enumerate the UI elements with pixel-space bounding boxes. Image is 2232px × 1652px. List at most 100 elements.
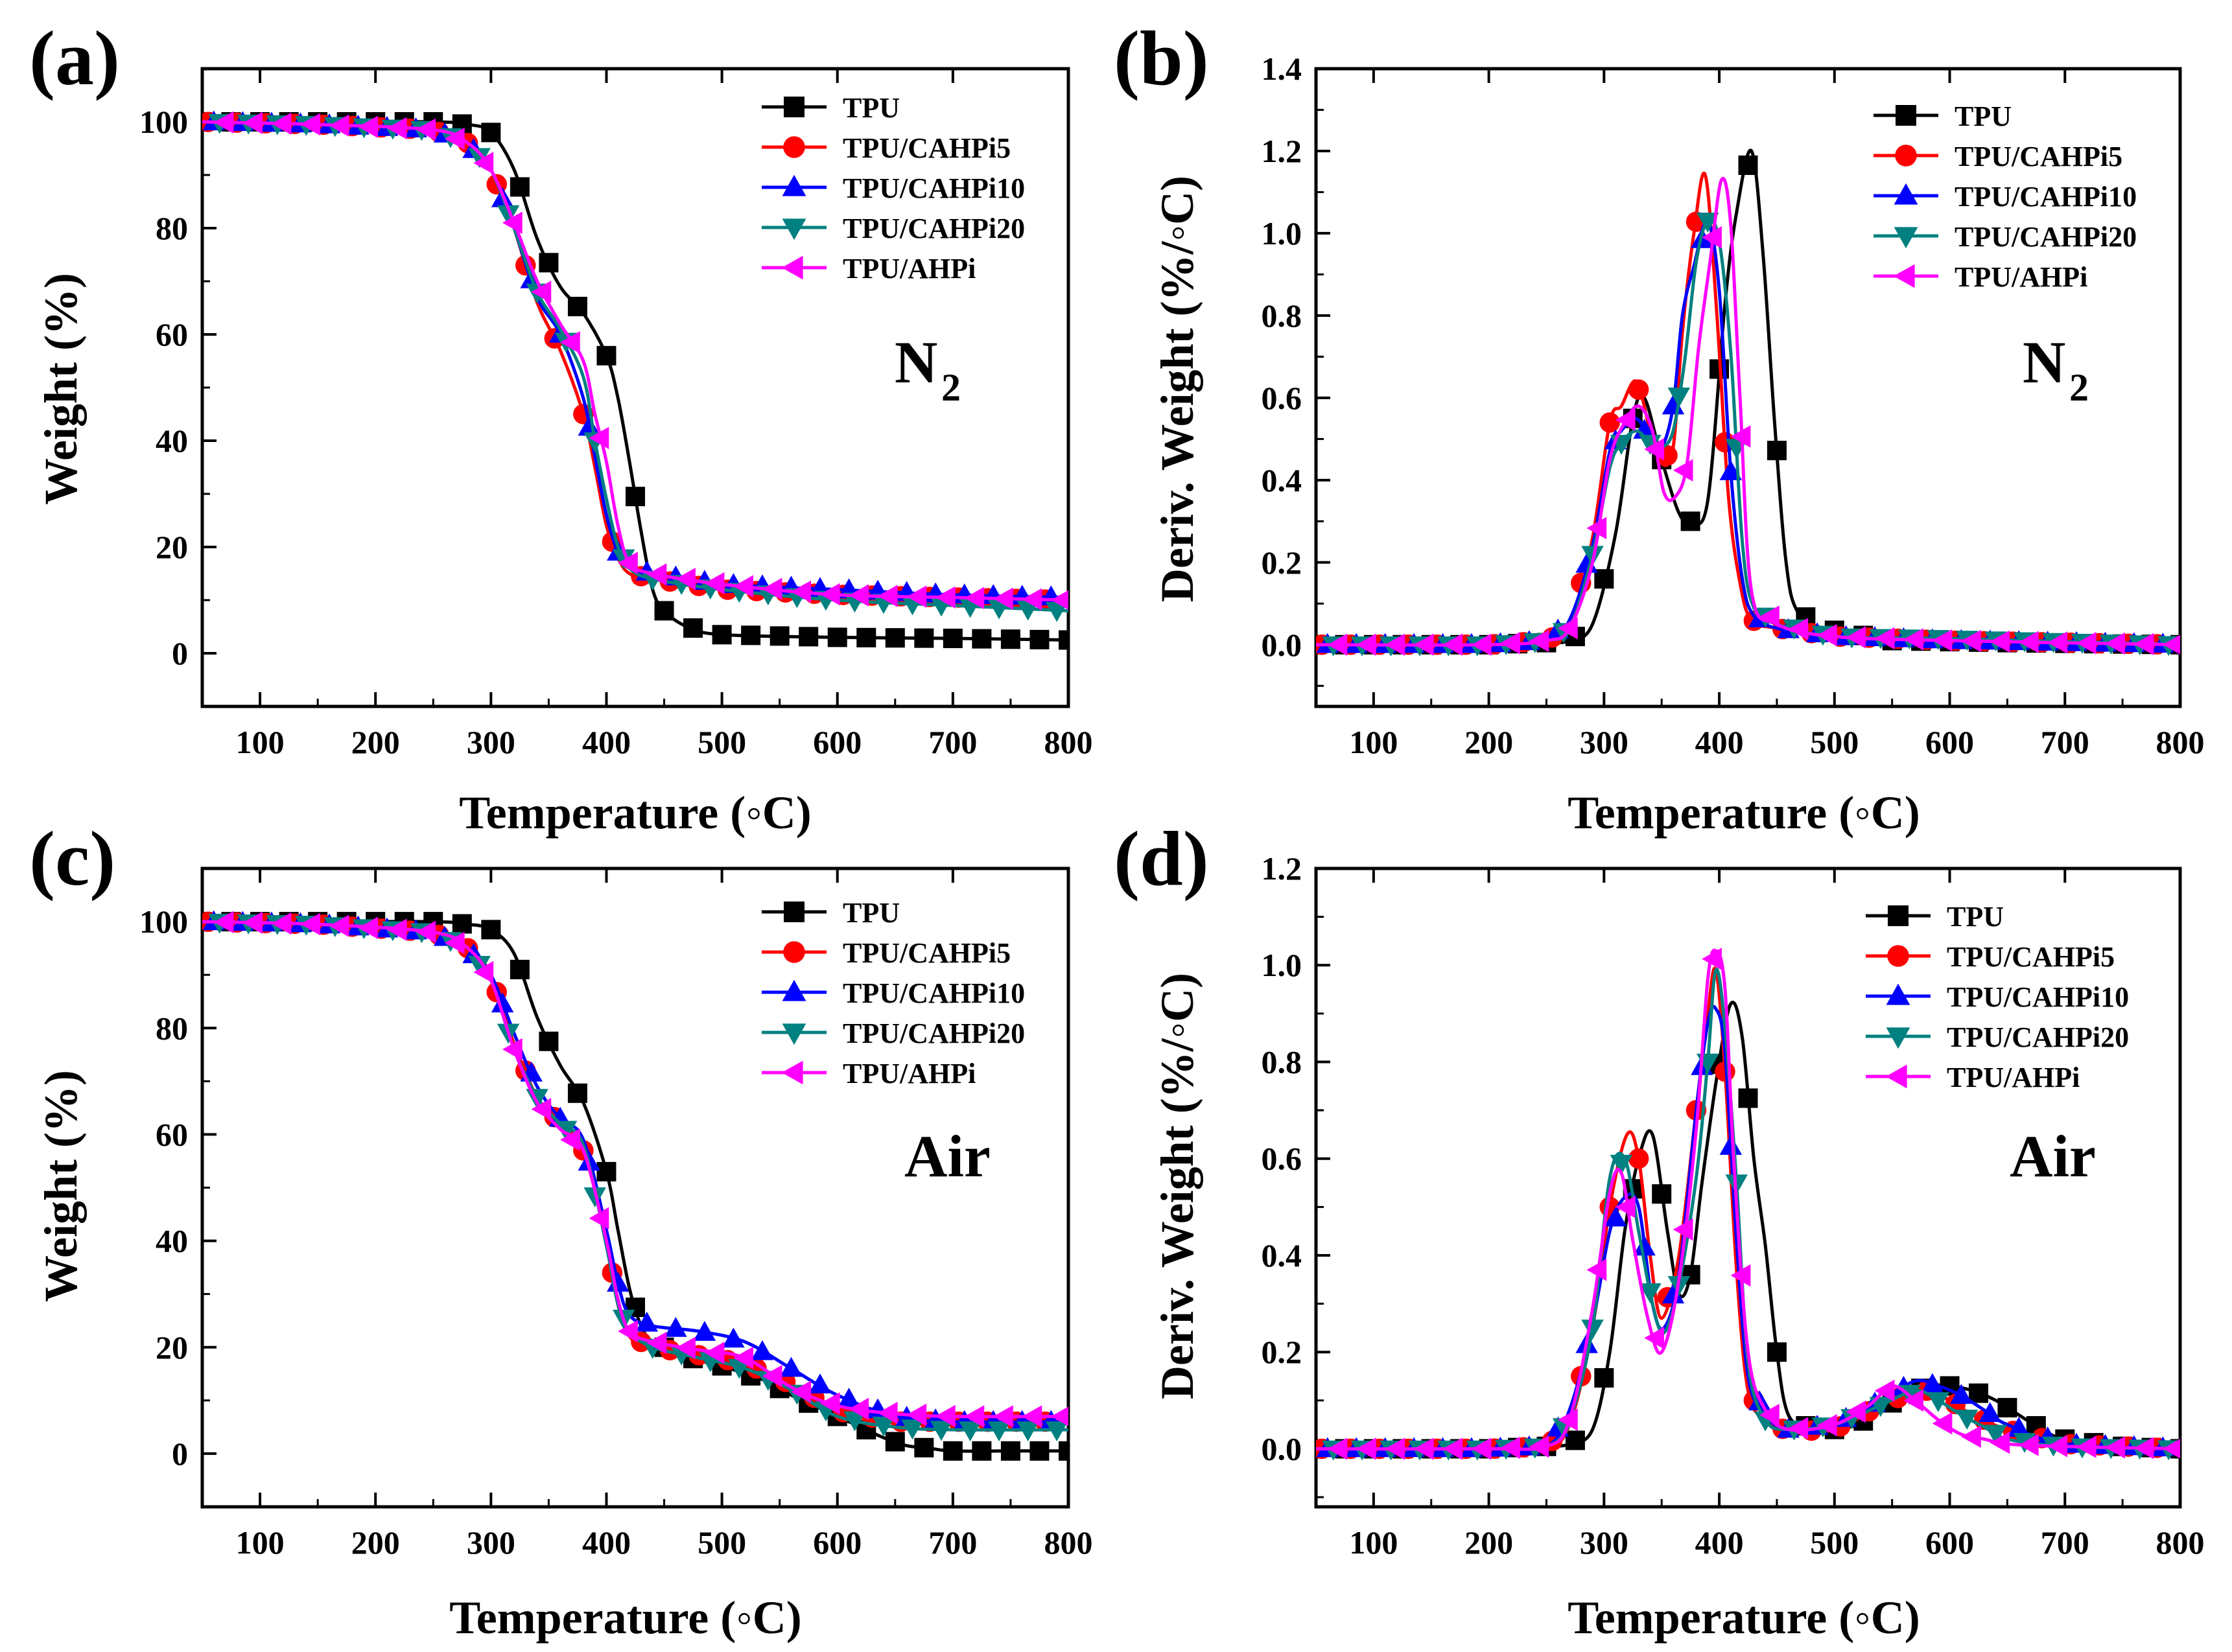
data-point-tpu [1029,629,1050,649]
data-point-tpu-cahpi10 [1921,1373,1944,1393]
data-point-tpu-ahpi [589,426,609,450]
data-point-tpu [943,629,963,649]
data-point-tpu [972,629,992,649]
x-tick-label: 800 [1044,1524,1093,1561]
data-point-tpu-ahpi [2163,1439,2180,1459]
data-point-tpu-cahpi10 [664,1317,687,1337]
data-point-tpu-cahpi10 [1604,1206,1627,1227]
data-point-tpu-ahpi [618,1320,638,1343]
y-tick-label: 1.0 [1262,215,1302,251]
y-axis-label: Deriv. Weight (%/◦C) [1151,973,1203,1399]
data-point-tpu-ahpi [1442,633,1463,657]
data-point-tpu-ahpi [1022,1405,1042,1428]
data-point-tpu [799,627,819,647]
data-point-tpu-cahpi10 [693,1321,716,1341]
data-point-tpu-cahpi5 [1628,379,1649,400]
legend-marker-tpu-ahpi [1885,1064,1907,1089]
x-tick-label: 600 [1925,1524,1974,1561]
data-point-tpu-cahpi20 [1984,1425,2007,1445]
data-point-tpu-ahpi [1816,623,1837,647]
y-tick-label: 1.2 [1262,133,1302,169]
data-point-tpu [481,920,501,940]
data-point-tpu-ahpi [1702,948,1722,970]
data-point-tpu-cahpi20 [1927,1392,1950,1412]
x-tick-label: 700 [928,1524,977,1561]
data-point-tpu-ahpi [444,931,465,955]
x-tick-label: 300 [467,724,515,760]
data-point-tpu-ahpi [1990,630,2010,653]
data-point-tpu [827,627,847,647]
data-point-tpu-cahpi20 [1955,1410,1979,1430]
x-tick-label: 700 [2041,1524,2089,1561]
data-point-tpu-ahpi [444,127,465,150]
data-point-tpu-ahpi [1442,1437,1463,1460]
legend-marker-tpu-cahpi10 [1894,183,1918,205]
plot-frame [1314,867,2182,1509]
data-point-tpu-ahpi [993,587,1013,610]
data-point-tpu-ahpi [906,1403,927,1426]
data-point-tpu-ahpi [1846,1400,1866,1423]
data-point-tpu-ahpi [416,118,436,141]
data-point-tpu-ahpi [502,211,523,235]
data-point-tpu-ahpi [473,960,494,984]
data-point-tpu-cahpi10 [780,1356,803,1377]
data-point-tpu-ahpi [762,577,782,601]
x-tick-label: 400 [582,724,631,760]
x-tick-label: 800 [1044,724,1093,760]
x-tick-label: 200 [351,724,400,760]
data-point-tpu-ahpi [1990,1431,2010,1454]
y-tick-label: 0 [172,1436,188,1472]
x-tick-label: 400 [582,1524,631,1561]
data-point-tpu-cahpi20 [959,1421,981,1441]
atmosphere-subscript: 2 [2069,366,2089,409]
data-point-tpu [481,122,501,143]
data-point-tpu-ahpi [1385,633,1405,657]
data-point-tpu [885,1432,905,1452]
data-point-tpu [885,628,905,648]
data-point-tpu-ahpi [1730,1264,1751,1287]
legend-marker-tpu-cahpi10 [782,979,806,1001]
data-point-tpu [510,959,530,979]
y-tick-label: 0.8 [1262,297,1302,334]
x-axis-label: Temperature (◦C) [1568,1592,1920,1644]
x-tick-label: 700 [2041,724,2089,760]
legend-marker-tpu-cahpi20 [1886,1027,1910,1049]
y-tick-label: 0.2 [1262,544,1302,581]
data-point-tpu-ahpi [416,920,436,944]
data-point-tpu [596,1161,617,1181]
x-tick-label: 500 [698,1524,746,1561]
y-tick-label: 0.0 [1262,1430,1302,1467]
data-point-tpu-ahpi [1874,627,1895,650]
data-point-tpu-cahpi20 [872,1416,895,1437]
data-point-tpu-ahpi [589,1207,609,1229]
data-point-tpu-ahpi [1759,1403,1780,1426]
data-point-tpu-cahpi10 [1662,1283,1685,1304]
data-point-tpu-ahpi [1673,1218,1693,1241]
data-point-tpu-ahpi [1903,1389,1923,1412]
data-point-tpu-ahpi [906,585,927,608]
data-point-tpu [712,625,732,645]
data-point-tpu-cahpi20 [497,205,520,226]
y-tick-label: 80 [156,1010,188,1046]
data-point-tpu-ahpi [733,575,753,598]
data-point-tpu-ahpi [358,916,379,939]
data-point-tpu-ahpi [1961,1425,1981,1448]
data-point-tpu-ahpi [1586,1259,1607,1281]
panel-b: 100 200 300 400 500 600 700 800 0.0 0.2 0.4 0.6 0.8 1… [1114,15,2205,839]
data-point-tpu-ahpi [1759,605,1780,628]
data-point-tpu [1738,1088,1758,1108]
legend-marker-tpu-cahpi10 [782,174,806,196]
data-point-tpu-ahpi [849,584,869,607]
y-tick-label: 1.4 [1262,51,1302,87]
data-point-tpu-cahpi10 [808,1373,832,1393]
legend-label-tpu-cahpi10: TPU/CAHPi10 [1955,181,2137,213]
data-point-tpu-ahpi [386,918,407,942]
data-point-tpu-cahpi10 [1979,1402,2001,1423]
legend-marker-tpu-cahpi5 [1895,145,1917,167]
data-point-tpu-ahpi [2018,631,2039,653]
data-point-tpu-cahpi20 [901,1419,924,1440]
data-point-tpu-ahpi [560,1128,580,1151]
legend-label-tpu-cahpi5: TPU/CAHPi5 [843,132,1011,164]
data-point-tpu [943,1441,963,1461]
data-point-tpu [1029,1441,1050,1461]
